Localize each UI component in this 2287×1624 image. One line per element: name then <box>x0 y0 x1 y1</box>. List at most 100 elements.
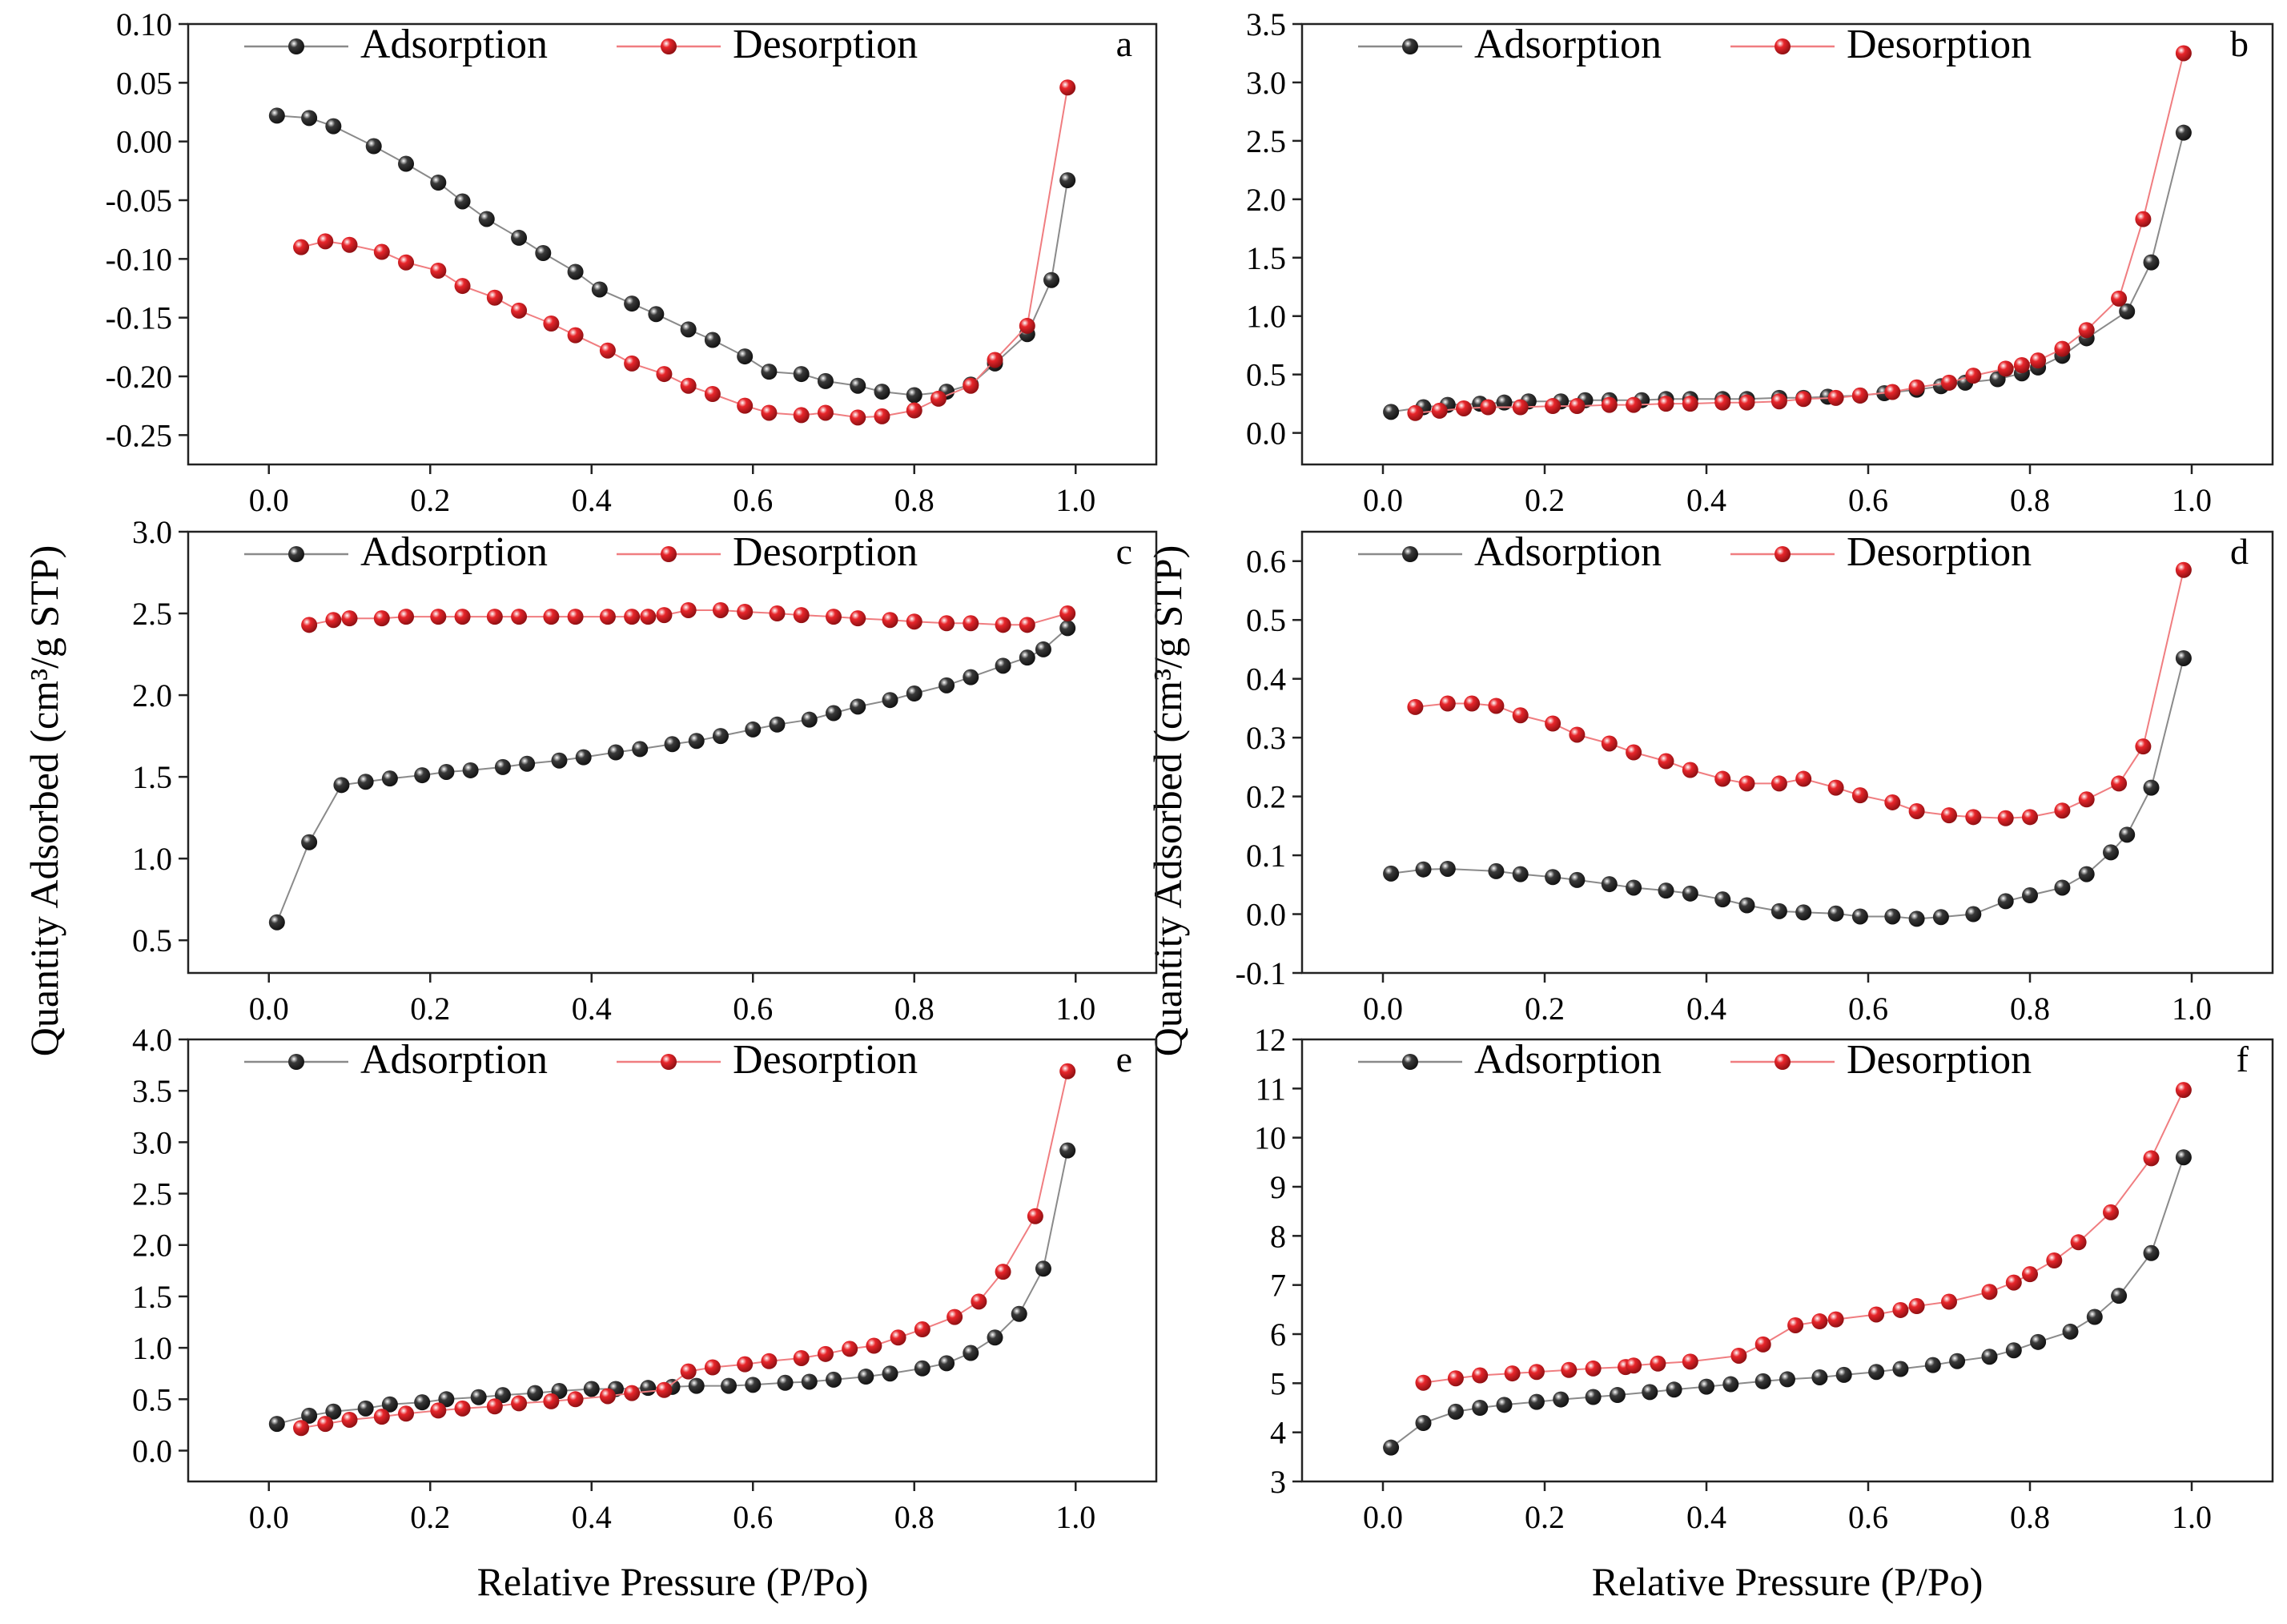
data-point-desorption <box>2022 1266 2038 1283</box>
data-point-desorption <box>1480 399 1497 416</box>
data-point-adsorption <box>801 1373 818 1390</box>
data-point-adsorption <box>850 377 866 394</box>
y-tick-label: 9 <box>1270 1169 1286 1205</box>
data-point-desorption <box>712 601 729 618</box>
chart-panel-d: 0.0 0.2 0.4 0.6 0.8 1.0 0.6 0.5 0.4 0.3 0.2 0.1 0.0 -… <box>1236 529 2274 1027</box>
legend-item-desorption: Desorption <box>1730 529 2032 575</box>
data-point-desorption <box>599 1388 616 1405</box>
data-point-desorption <box>567 1391 584 1408</box>
data-point-adsorption <box>1981 1349 1998 1365</box>
legend-label: Desorption <box>1847 1037 2032 1083</box>
data-point-adsorption <box>1795 904 1812 921</box>
y-tick-label: 6 <box>1270 1316 1286 1353</box>
data-point-desorption <box>1908 1298 1925 1315</box>
data-point-adsorption <box>325 118 342 135</box>
y-tick-label: 2.0 <box>132 677 172 714</box>
data-point-desorption <box>1472 1367 1489 1384</box>
data-point-desorption <box>2070 1234 2087 1251</box>
y-tick-label: 1.5 <box>1246 240 1286 276</box>
data-point-adsorption <box>591 281 608 298</box>
data-point-desorption <box>906 402 922 419</box>
data-point-desorption <box>2103 1204 2119 1220</box>
data-point-adsorption <box>1868 1364 1885 1381</box>
series-line-adsorption <box>276 115 1069 396</box>
x-tick-label: 1.0 <box>1055 1499 1095 1535</box>
chart-panel-c: 0.0 0.2 0.4 0.6 0.8 1.0 3.0 2.5 2.0 1.5 1.0 0.5 Adso… <box>132 514 1158 1027</box>
data-point-desorption <box>2111 775 2128 792</box>
data-point-desorption <box>850 610 866 627</box>
data-point-adsorption <box>1932 909 1949 926</box>
data-point-adsorption <box>1512 866 1529 882</box>
y-tick-label: 5 <box>1270 1365 1286 1401</box>
data-point-desorption <box>1941 807 1957 824</box>
data-point-adsorption <box>850 698 866 715</box>
data-point-desorption <box>2022 809 2038 826</box>
data-point-adsorption <box>1835 1366 1852 1383</box>
data-point-adsorption <box>906 387 922 404</box>
data-point-desorption <box>1650 1355 1666 1372</box>
data-point-desorption <box>906 613 922 630</box>
x-tick-label: 0.0 <box>1363 991 1403 1027</box>
data-point-adsorption <box>2175 649 2192 666</box>
x-tick-label: 1.0 <box>1055 482 1095 518</box>
data-point-desorption <box>317 1416 334 1433</box>
y-tick-label: 0.1 <box>1246 838 1286 874</box>
data-point-desorption <box>2175 1082 2192 1099</box>
legend-marker <box>288 1054 304 1070</box>
data-point-adsorption <box>801 711 818 728</box>
data-point-adsorption <box>745 1377 762 1393</box>
legend-item-adsorption: Adsorption <box>1358 529 1662 575</box>
chart-panel-f: 0.0 0.2 0.4 0.6 0.8 1.0 12 11 10 9 8 7 6 5 4 3 Adsorptio… <box>1254 1022 2274 1535</box>
x-tick-label: 0.2 <box>1525 991 1565 1027</box>
data-point-desorption <box>1965 368 1982 384</box>
data-point-adsorption <box>1019 649 1035 666</box>
y-tick-label: 3.0 <box>1246 65 1286 101</box>
data-point-desorption <box>1658 753 1674 770</box>
data-point-desorption <box>737 397 754 414</box>
data-point-adsorption <box>381 1396 398 1413</box>
data-point-adsorption <box>357 774 374 790</box>
data-point-adsorption <box>1496 394 1513 411</box>
data-point-adsorption <box>1035 641 1051 657</box>
data-point-desorption <box>680 1363 697 1380</box>
x-axis-title-left: Relative Pressure (P/Po) <box>477 1559 869 1604</box>
data-point-desorption <box>947 1308 963 1325</box>
data-point-desorption <box>1059 1063 1076 1079</box>
x-tick-label: 0.6 <box>733 1499 773 1535</box>
data-point-desorption <box>2135 211 2152 227</box>
data-point-adsorption <box>1908 910 1925 927</box>
legend-item-desorption: Desorption <box>617 529 918 575</box>
data-point-adsorption <box>688 1377 705 1394</box>
data-point-desorption <box>737 603 754 620</box>
data-point-adsorption <box>1884 908 1901 925</box>
data-point-desorption <box>1941 374 1957 391</box>
data-point-adsorption <box>963 669 979 685</box>
data-point-desorption <box>398 254 415 271</box>
legend-marker <box>661 1054 677 1070</box>
data-point-adsorption <box>721 1377 738 1394</box>
data-point-desorption <box>1488 697 1505 714</box>
data-point-adsorption <box>2086 1308 2103 1325</box>
data-point-adsorption <box>1949 1353 1966 1369</box>
series-line-desorption <box>1415 569 2185 819</box>
data-point-adsorption <box>551 752 568 769</box>
data-point-desorption <box>293 1420 310 1437</box>
data-point-desorption <box>769 605 786 622</box>
data-point-desorption <box>1908 379 1925 396</box>
data-point-adsorption <box>1488 862 1505 879</box>
data-point-desorption <box>2175 45 2192 62</box>
data-point-desorption <box>398 1405 415 1422</box>
data-point-desorption <box>325 612 342 629</box>
legend-marker <box>288 38 304 54</box>
data-point-desorption <box>373 243 390 260</box>
data-point-adsorption <box>688 733 705 750</box>
data-point-desorption <box>995 617 1011 633</box>
data-point-desorption <box>1561 1361 1578 1378</box>
data-point-adsorption <box>268 914 285 931</box>
data-point-desorption <box>842 1341 858 1357</box>
data-point-adsorption <box>2030 1333 2047 1350</box>
x-tick-label: 0.2 <box>410 1499 450 1535</box>
plot-frame <box>1300 1038 2274 1483</box>
data-point-desorption <box>543 609 560 625</box>
data-point-desorption <box>1682 762 1698 778</box>
